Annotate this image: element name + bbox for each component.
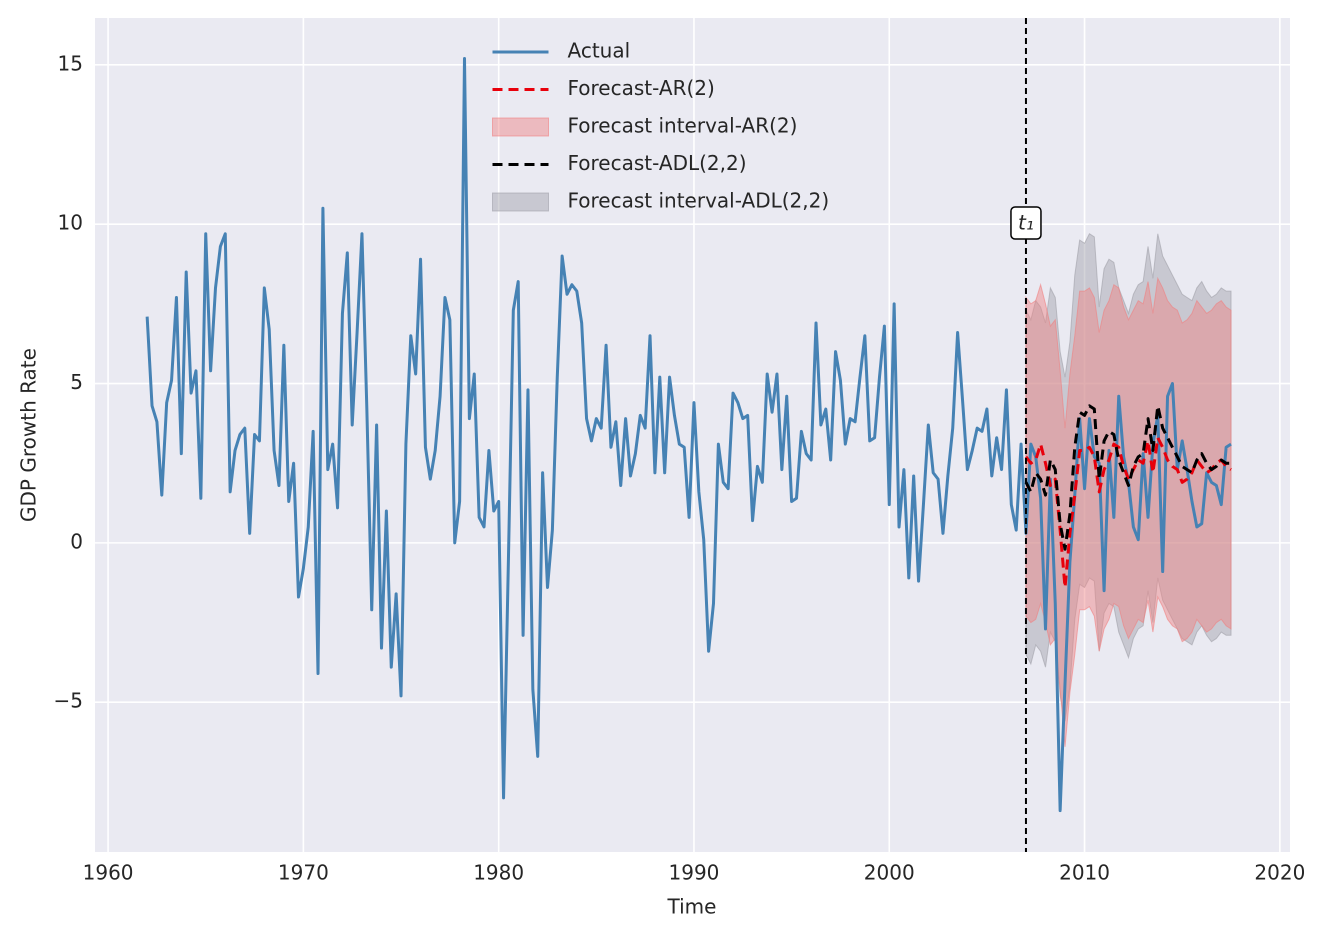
y-tick-label: 15 — [58, 51, 83, 75]
x-tick-label: 1960 — [83, 861, 134, 885]
legend-label: Forecast-AR(2) — [568, 76, 715, 100]
x-tick-label: 1990 — [669, 861, 720, 885]
y-tick-label: 10 — [58, 211, 83, 235]
legend-swatch — [492, 117, 549, 137]
forecast-line — [1024, 404, 1232, 551]
legend-label: Forecast interval-AR(2) — [568, 114, 798, 138]
plot-layer — [145, 56, 1232, 813]
x-tick-label: 2000 — [864, 861, 915, 885]
x-tick-label: 2010 — [1059, 861, 1110, 885]
annotation-box — [1010, 206, 1042, 240]
x-tick-label: 2020 — [1254, 861, 1305, 885]
legend-label: Forecast interval-ADL(2,2) — [568, 189, 830, 213]
y-tick-label: 0 — [70, 529, 83, 553]
y-tick-label: 5 — [70, 370, 83, 394]
legend-label: Actual — [568, 39, 631, 63]
x-tick-label: 1970 — [278, 861, 329, 885]
forecast-band — [1025, 276, 1232, 747]
legend-swatch — [492, 192, 549, 212]
y-tick-label: −5 — [54, 689, 83, 713]
annotation: t₁ — [1018, 211, 1034, 235]
x-tick-label: 1980 — [473, 861, 524, 885]
y-axis-label: GDP Growth Rate — [17, 348, 41, 522]
legend-label: Forecast-ADL(2,2) — [568, 151, 747, 175]
x-axis-label: Time — [667, 895, 717, 919]
